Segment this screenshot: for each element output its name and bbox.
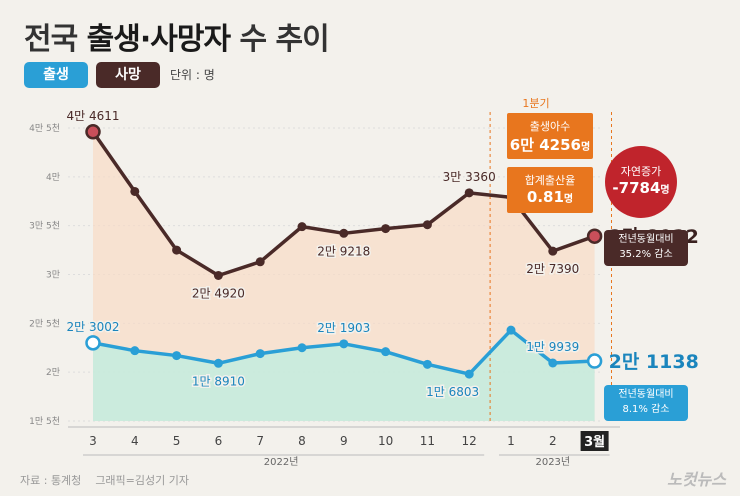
x-tick-label: 3 bbox=[89, 434, 97, 448]
x-tick-label: 1 bbox=[507, 434, 515, 448]
deaths-data-label: 4만 4611 bbox=[66, 109, 119, 123]
births-data-label: 1만 9939 bbox=[526, 340, 579, 354]
deaths-area bbox=[93, 131, 595, 421]
page-title: 전국 출생·사망자 수 추이 bbox=[24, 14, 330, 58]
births-point bbox=[381, 347, 391, 357]
births-change-line2: 8.1% 감소 bbox=[622, 404, 670, 415]
x-tick-label: 3월 bbox=[584, 434, 605, 450]
deaths-point bbox=[381, 224, 391, 234]
x-tick-label: 7 bbox=[256, 434, 264, 448]
births-end-label: 2만 1138 bbox=[609, 351, 699, 373]
y-tick-label: 2만 5천 bbox=[29, 318, 60, 329]
year-label: 2022년 bbox=[264, 456, 299, 468]
births-point bbox=[548, 358, 558, 368]
deaths-change-bubble: 전년동월대비 35.2% 감소 bbox=[604, 230, 688, 266]
deaths-point bbox=[548, 246, 558, 256]
x-tick-label: 11 bbox=[420, 434, 435, 448]
tfr-number: 0.81 bbox=[526, 188, 564, 206]
deaths-data-label: 2만 9218 bbox=[317, 244, 370, 258]
x-tick-label: 8 bbox=[298, 434, 306, 448]
deaths-point bbox=[172, 245, 182, 255]
births-quarter-value: 6만 4256명 bbox=[507, 134, 593, 155]
births-area bbox=[93, 330, 595, 421]
x-tick-label: 4 bbox=[131, 434, 139, 448]
births-point bbox=[85, 335, 101, 351]
deaths-data-label: 3만 3360 bbox=[443, 170, 496, 184]
births-point bbox=[255, 349, 265, 359]
y-tick-label: 3만 bbox=[46, 270, 60, 281]
x-tick-label: 9 bbox=[340, 434, 348, 448]
deaths-point bbox=[586, 228, 603, 244]
deaths-point bbox=[422, 220, 432, 230]
x-tick-label: 6 bbox=[215, 434, 223, 448]
births-data-label: 2만 1903 bbox=[317, 321, 370, 335]
births-point bbox=[213, 358, 223, 368]
natural-increase-label: 자연증가 bbox=[620, 165, 662, 178]
natural-increase-badge: 자연증가 -7784명 bbox=[605, 146, 677, 218]
y-tick-label: 3만 5천 bbox=[29, 221, 60, 232]
births-quarter-box: 출생아수 6만 4256명 bbox=[507, 113, 593, 159]
births-point bbox=[586, 353, 603, 369]
quarter-header: 1분기 bbox=[522, 97, 550, 110]
legend-births: 출생 bbox=[24, 62, 88, 88]
births-point bbox=[422, 359, 432, 369]
births-quarter-number: 6만 4256 bbox=[509, 136, 581, 154]
deaths-data-label: 2만 7390 bbox=[526, 262, 579, 276]
deaths-point bbox=[297, 222, 307, 232]
y-tick-label: 1만 5천 bbox=[29, 416, 60, 427]
tfr-unit: 명 bbox=[563, 194, 574, 205]
deaths-point bbox=[213, 270, 223, 280]
title-accent: 출생·사망자 bbox=[86, 22, 231, 57]
x-tick-label: 2 bbox=[549, 434, 557, 448]
unit-label: 단위 : 명 bbox=[170, 68, 215, 82]
tfr-box: 합계출산율 0.81명 bbox=[507, 167, 593, 213]
x-tick-highlight bbox=[580, 431, 609, 451]
deaths-change-line2: 35.2% 감소 bbox=[619, 249, 673, 260]
tfr-value: 0.81명 bbox=[507, 188, 593, 206]
title-part: 전국 bbox=[24, 22, 87, 57]
births-point bbox=[506, 325, 516, 335]
footer: 자료 : 통계청 그래픽=김성기 기자 bbox=[20, 472, 189, 488]
title-part: 수 추이 bbox=[230, 22, 330, 57]
deaths-change-line1: 전년동월대비 bbox=[618, 234, 674, 245]
x-tick-label: 12 bbox=[462, 434, 477, 448]
deaths-point bbox=[339, 228, 349, 238]
births-data-label: 1만 8910 bbox=[192, 374, 245, 388]
births-change-bubble: 전년동월대비 8.1% 감소 bbox=[604, 385, 688, 421]
x-tick-label: 10 bbox=[378, 434, 393, 448]
natural-increase-value: -7784명 bbox=[605, 179, 677, 197]
births-quarter-label: 출생아수 bbox=[529, 120, 571, 133]
births-quarter-unit: 명 bbox=[581, 142, 591, 153]
births-point bbox=[172, 351, 182, 361]
y-tick-label: 4만 bbox=[46, 172, 60, 183]
births-point bbox=[339, 339, 349, 349]
births-data-label: 1만 6803 bbox=[426, 385, 479, 399]
natural-increase-unit: 명 bbox=[660, 185, 670, 196]
y-tick-label: 2만 bbox=[46, 367, 60, 378]
credit-text: 그래픽=김성기 기자 bbox=[95, 474, 189, 487]
births-point bbox=[464, 369, 474, 379]
deaths-point bbox=[255, 257, 265, 267]
year-label: 2023년 bbox=[535, 456, 570, 468]
legend-deaths: 사망 bbox=[96, 62, 160, 88]
y-tick-label: 4만 5천 bbox=[29, 123, 60, 134]
deaths-point bbox=[464, 188, 474, 198]
births-data-label: 2만 3002 bbox=[66, 320, 119, 334]
source-text: 자료 : 통계청 bbox=[20, 474, 82, 487]
births-point bbox=[130, 346, 140, 356]
births-change-line1: 전년동월대비 bbox=[618, 389, 674, 400]
natural-increase-number: -7784 bbox=[612, 179, 661, 197]
brand-logo: 노컷뉴스 bbox=[667, 470, 726, 489]
births-point bbox=[297, 343, 307, 353]
x-tick-label: 5 bbox=[173, 434, 181, 448]
deaths-point bbox=[85, 124, 101, 140]
deaths-point bbox=[130, 186, 140, 196]
deaths-data-label: 2만 4920 bbox=[192, 286, 245, 300]
tfr-label: 합계출산율 bbox=[524, 174, 576, 187]
